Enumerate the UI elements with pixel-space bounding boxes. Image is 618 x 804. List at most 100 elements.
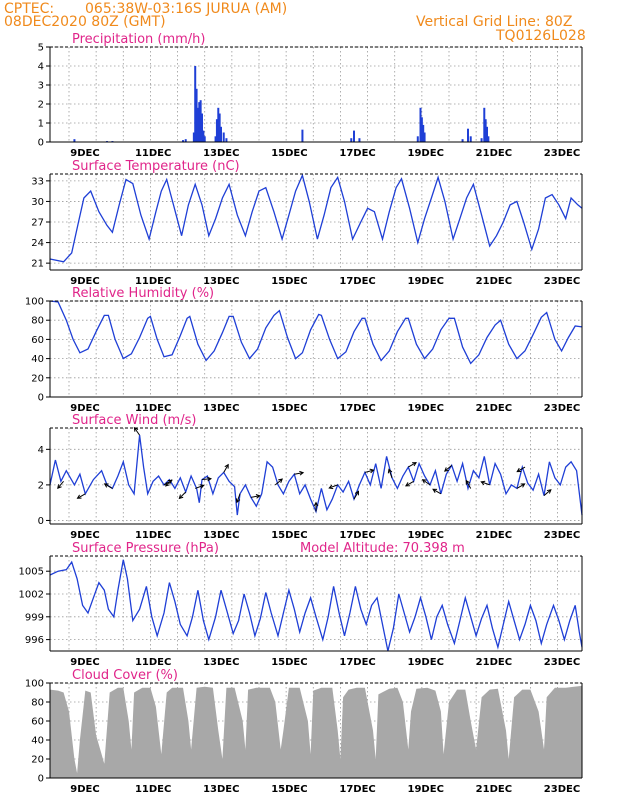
y-tick-label: 4 xyxy=(38,445,44,456)
x-tick-label: 17DEC xyxy=(339,148,375,159)
wind-arrow-head xyxy=(178,494,184,500)
header-location: 065:38W-03:16S JURUA (AM) xyxy=(85,1,287,17)
wind-arrow xyxy=(444,464,453,472)
wind-arrow-head xyxy=(421,479,427,484)
x-tick-label: 11DEC xyxy=(135,148,171,159)
wind-arrow-shaft xyxy=(223,464,229,473)
wind-arrow xyxy=(516,483,526,489)
precip-bar xyxy=(196,107,199,142)
header-model-code: TQ0126L028 xyxy=(495,28,586,44)
precip-bar xyxy=(203,136,206,142)
series-line xyxy=(49,559,583,652)
x-tick-label: 19DEC xyxy=(408,148,444,159)
wind-arrow xyxy=(432,488,442,495)
precip-bar xyxy=(467,128,469,142)
x-tick-label: 9DEC xyxy=(70,403,99,414)
wind-arrow xyxy=(516,466,526,473)
x-tick-label: 19DEC xyxy=(408,276,444,287)
x-tick-label: 15DEC xyxy=(271,276,307,287)
precip-bar xyxy=(419,107,422,142)
x-tick-label: 13DEC xyxy=(203,148,239,159)
y-tick-label: 4 xyxy=(38,62,44,73)
y-tick-label: 100 xyxy=(25,297,44,308)
wind-arrow-head xyxy=(165,481,170,487)
x-tick-label: 11DEC xyxy=(135,276,171,287)
panel-annotation: Model Altitude: 70.398 m xyxy=(300,541,465,556)
header-run: 08DEC2020 80Z (GMT) xyxy=(4,14,166,30)
x-tick-label: 13DEC xyxy=(203,403,239,414)
panel-5: 0 20 40 60 80 100 Cloud Cover (%) 9DEC 11DEC 13DE… xyxy=(25,668,583,795)
x-tick-label: 17DEC xyxy=(339,784,375,795)
panel-title: Surface Pressure (hPa) xyxy=(72,541,219,556)
x-tick-label: 17DEC xyxy=(339,657,375,668)
header-source: CPTEC: xyxy=(4,1,54,17)
wind-arrow-head xyxy=(313,501,319,507)
wind-arrow-shaft xyxy=(57,481,64,489)
y-tick-label: 1005 xyxy=(19,567,44,578)
panel-3: 0 2 4 Surface Wind (m/s) 9DEC 11DEC 13DEC 15DEC… xyxy=(38,413,583,541)
x-tick-label: 11DEC xyxy=(135,403,171,414)
precip-bar xyxy=(202,130,205,142)
wind-arrow-head xyxy=(224,463,229,469)
wind-arrow xyxy=(133,426,140,436)
wind-arrow xyxy=(465,479,472,489)
header-grid-note: Vertical Grid Line: 80Z xyxy=(416,14,572,30)
precip-bar xyxy=(480,138,483,142)
wind-arrow-shaft xyxy=(178,491,187,499)
y-tick-label: 21 xyxy=(31,259,44,270)
x-tick-label: 23DEC xyxy=(544,657,580,668)
wind-arrow-head xyxy=(255,494,261,499)
y-tick-label: 20 xyxy=(31,373,44,384)
wind-arrow-shaft xyxy=(294,472,304,475)
wind-arrow-head xyxy=(520,483,526,488)
precip-bar xyxy=(199,100,202,142)
precip-bar xyxy=(195,88,198,142)
y-tick-label: 33 xyxy=(31,176,44,187)
wind-arrow-head xyxy=(235,498,241,504)
wind-arrow-shaft xyxy=(516,483,525,489)
x-tick-label: 15DEC xyxy=(271,403,307,414)
y-tick-label: 1 xyxy=(38,119,44,130)
panel-title: Precipitation (mm/h) xyxy=(72,32,205,47)
panel-2: 0 20 40 60 80 100 Relative Humidity (%) 9DEC 11D… xyxy=(25,286,583,414)
x-tick-label: 13DEC xyxy=(203,276,239,287)
x-tick-label: 21DEC xyxy=(476,403,512,414)
x-tick-label: 15DEC xyxy=(271,784,307,795)
wind-arrow-head xyxy=(546,489,552,494)
wind-arrow-shaft xyxy=(236,493,241,503)
wind-arrow-head xyxy=(199,484,205,489)
wind-arrow xyxy=(178,491,187,500)
wind-arrow-head xyxy=(480,480,486,486)
precip-bar xyxy=(217,107,220,142)
x-tick-label: 9DEC xyxy=(70,530,99,541)
x-tick-label: 13DEC xyxy=(203,784,239,795)
wind-arrow-shaft xyxy=(353,491,359,500)
precip-bar xyxy=(215,119,218,142)
wind-arrow-shaft xyxy=(201,478,212,481)
panel-4: 996 999 1002 1005 Surface Pressure (hPa) Mode… xyxy=(19,541,583,668)
x-tick-label: 13DEC xyxy=(203,657,239,668)
precip-bar xyxy=(225,138,228,142)
wind-arrow-head xyxy=(387,468,393,474)
x-tick-label: 21DEC xyxy=(476,784,512,795)
wind-arrow xyxy=(543,489,552,496)
x-tick-label: 19DEC xyxy=(408,784,444,795)
y-tick-label: 0 xyxy=(38,393,44,404)
precip-bar xyxy=(218,113,221,142)
x-tick-label: 11DEC xyxy=(135,784,171,795)
y-tick-label: 24 xyxy=(31,238,44,249)
precip-bar xyxy=(487,136,490,142)
wind-arrow xyxy=(364,468,375,474)
x-tick-label: 9DEC xyxy=(70,276,99,287)
x-tick-label: 23DEC xyxy=(544,784,580,795)
y-tick-label: 40 xyxy=(31,354,44,365)
wind-arrow-shaft xyxy=(432,488,442,495)
x-tick-label: 9DEC xyxy=(70,148,99,159)
wind-arrow xyxy=(480,480,490,486)
wind-arrow-head xyxy=(103,483,109,488)
precip-bar xyxy=(192,132,195,142)
x-tick-label: 23DEC xyxy=(544,148,580,159)
wind-arrow-head xyxy=(412,462,417,467)
y-tick-label: 20 xyxy=(31,755,44,766)
